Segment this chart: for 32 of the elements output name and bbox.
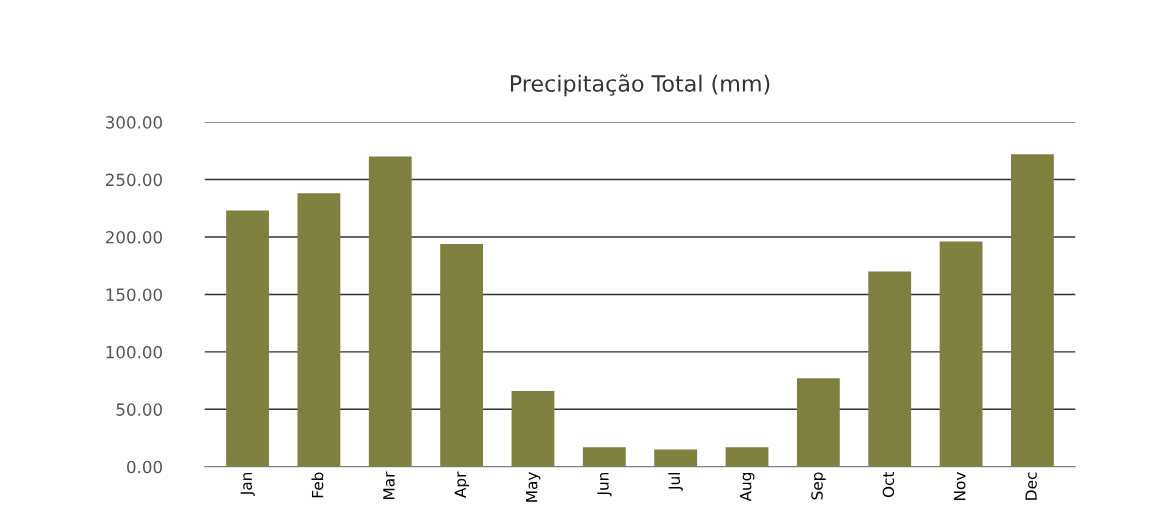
bar [226, 210, 269, 467]
y-tick-label: 100.00 [106, 345, 162, 359]
bar [368, 156, 412, 467]
x-tick-label: Mar [383, 471, 395, 499]
y-tick-label: 0.00 [127, 460, 162, 474]
y-tick-label: 150.00 [106, 288, 162, 302]
y-tick-label: 300.00 [106, 116, 162, 129]
x-tick-label: Aug [740, 473, 755, 502]
chart-title: Precipitação Total (mm) [510, 74, 770, 97]
x-tick-label: Dec [1025, 472, 1037, 500]
x-tick-label: Jun [597, 472, 612, 497]
x-tick-label: Sep [811, 472, 826, 500]
x-tick-label: Nov [954, 472, 966, 500]
x-tick-label: Feb [311, 472, 324, 498]
bar [725, 447, 769, 467]
y-tick-label: 200.00 [105, 230, 162, 244]
x-tick-label: Apr [454, 471, 470, 498]
x-tick-label: Jul [668, 473, 683, 491]
x-tick-label: May [526, 472, 541, 502]
y-tick-label: 250.00 [105, 173, 162, 187]
bar [654, 449, 698, 467]
bar [297, 193, 341, 467]
bar [582, 447, 626, 467]
bar [939, 241, 983, 467]
bar [868, 271, 912, 467]
bar [440, 243, 484, 467]
bar [1011, 154, 1054, 467]
bar [511, 390, 555, 467]
bar [796, 378, 840, 467]
y-tick-label: 50.00 [116, 403, 162, 416]
x-tick-label: Jan [240, 472, 255, 496]
x-tick-label: Oct [882, 471, 895, 498]
